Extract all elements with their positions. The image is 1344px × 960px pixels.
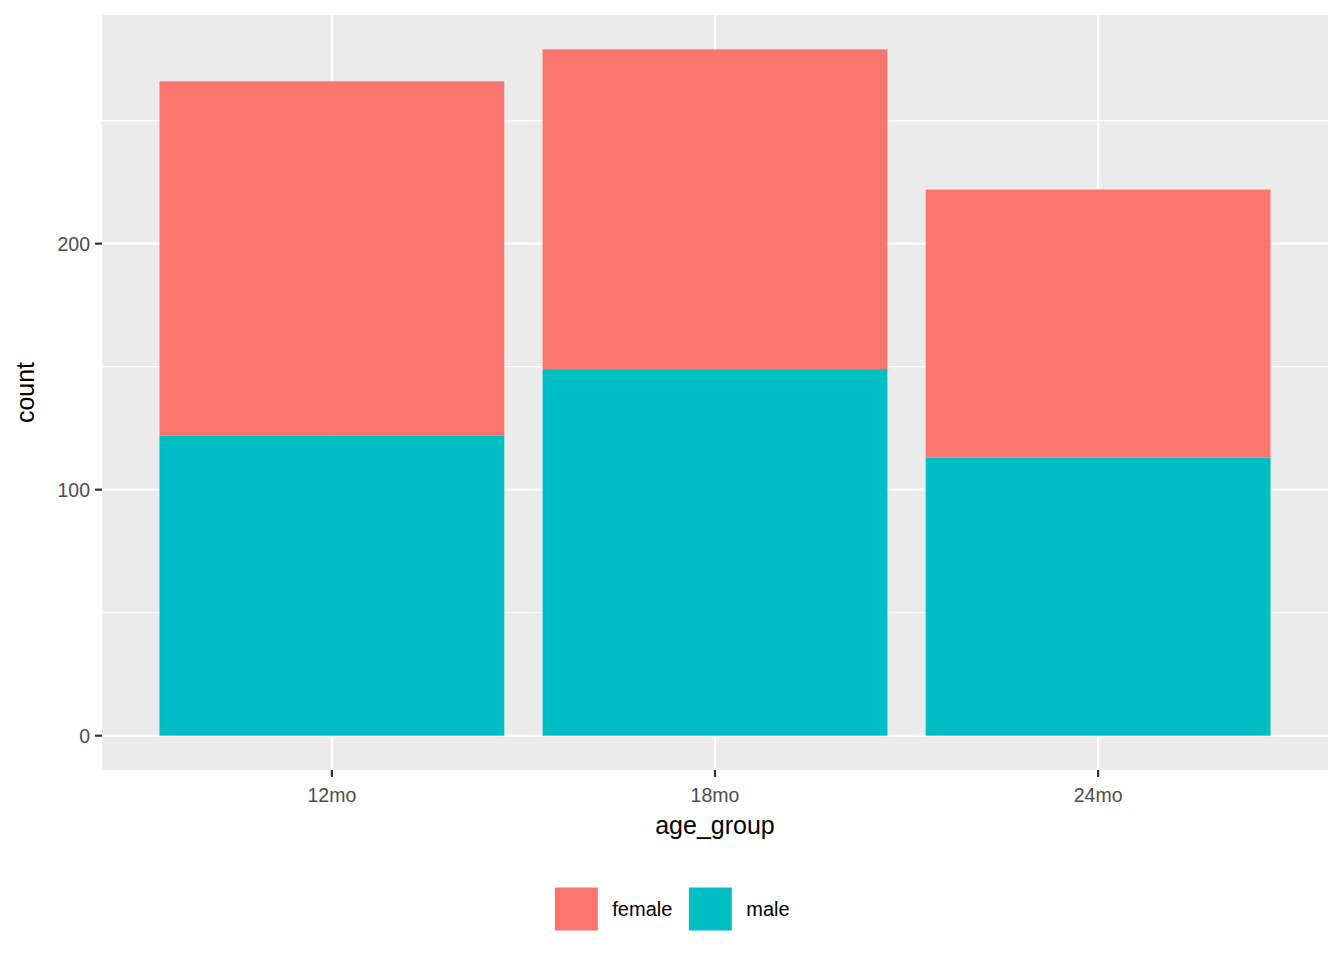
bar-segment bbox=[159, 436, 504, 736]
bar-segment bbox=[159, 81, 504, 435]
x-axis-title: age_group bbox=[655, 811, 775, 839]
chart-container: 0 100 200 12mo 18mo 24mo age_group count female m… bbox=[0, 0, 1344, 960]
y-tick bbox=[95, 489, 102, 491]
axes: 0 100 200 12mo 18mo 24mo bbox=[57, 233, 1122, 806]
x-tick bbox=[1097, 770, 1099, 777]
legend-label: female bbox=[612, 898, 672, 920]
legend: female male bbox=[554, 887, 789, 931]
bar-segment bbox=[543, 369, 888, 736]
panel bbox=[102, 15, 1328, 770]
x-tick bbox=[331, 770, 333, 777]
chart-svg: 0 100 200 12mo 18mo 24mo age_group count female m… bbox=[0, 0, 1344, 960]
y-tick-label: 100 bbox=[57, 479, 90, 501]
bars bbox=[159, 49, 1270, 735]
background bbox=[0, 0, 1344, 960]
y-tick bbox=[95, 735, 102, 737]
bar-segment bbox=[926, 458, 1271, 736]
legend-key bbox=[688, 887, 732, 931]
bar-segment bbox=[926, 190, 1271, 458]
bar-segment bbox=[543, 49, 888, 369]
x-tick-label: 24mo bbox=[1074, 784, 1123, 806]
y-tick-label: 200 bbox=[57, 233, 90, 255]
grid bbox=[102, 15, 1328, 770]
y-tick bbox=[95, 243, 102, 245]
y-tick-label: 0 bbox=[79, 725, 90, 747]
x-tick bbox=[714, 770, 716, 777]
legend-label: male bbox=[746, 898, 789, 920]
legend-key bbox=[554, 887, 598, 931]
y-axis-title: count bbox=[11, 362, 39, 423]
x-tick-label: 12mo bbox=[307, 784, 356, 806]
x-tick-label: 18mo bbox=[691, 784, 740, 806]
